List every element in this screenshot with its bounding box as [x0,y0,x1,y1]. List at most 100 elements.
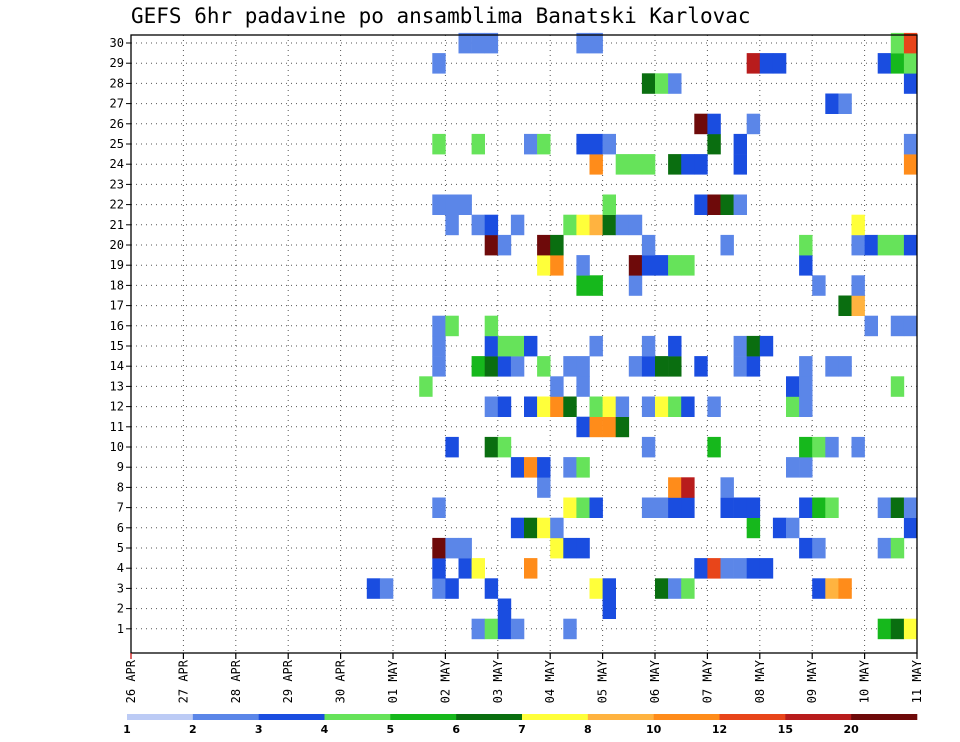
x-tick-label: 27 APR [176,659,190,703]
heatmap-cell [432,537,446,559]
heatmap-cell [615,214,630,236]
heatmap-cell [668,396,682,417]
heatmap-cell [471,214,485,236]
legend-label: 20 [844,723,860,736]
heatmap-cell [458,558,472,579]
heatmap-cell [445,578,459,599]
heatmap-cell [733,194,747,215]
heatmap-cell [524,335,538,357]
heatmap-cell [471,618,485,640]
heatmap-cell [524,517,538,539]
y-tick-label: 24 [110,157,124,171]
heatmap-cell [615,396,630,417]
heatmap-cell [628,356,643,377]
heatmap-cell [641,396,656,417]
y-tick-label: 27 [110,97,124,111]
heatmap-cell [903,32,918,54]
heatmap-cell [550,255,564,276]
heatmap-cell [799,457,813,478]
heatmap-cell [537,457,551,478]
heatmap-cell [589,396,603,417]
legend-label: 3 [255,723,263,736]
heatmap-cell [484,356,499,377]
heatmap-cell [799,436,813,458]
heatmap-cell [432,335,446,357]
heatmap-cell [681,255,695,276]
heatmap-cell [903,315,918,337]
heatmap-cell [628,275,643,296]
legend-swatch [522,714,589,720]
heatmap-cell [720,234,734,256]
y-tick-label: 16 [110,319,124,333]
heatmap-cell [445,214,459,236]
heatmap-cell [746,113,761,135]
heatmap-cell [432,53,446,74]
heatmap-cell [799,376,813,397]
heatmap-cell [668,255,682,276]
heatmap-cell [812,275,826,296]
legend-swatch [587,714,654,720]
legend-swatch [719,714,786,720]
heatmap-cell [681,396,695,417]
heatmap-cell [432,356,446,377]
heatmap-cell [537,133,551,155]
heatmap-cell [550,234,564,256]
heatmap-cell [838,93,852,114]
y-tick-label: 10 [110,440,124,454]
heatmap-cell [890,618,905,640]
y-tick-label: 7 [117,501,124,515]
heatmap-cell [655,396,669,417]
heatmap-cell [903,53,918,74]
heatmap-cell [537,477,551,498]
heatmap-cell [615,154,630,175]
heatmap-cell [641,234,656,256]
heatmap-cell [838,295,852,316]
heatmap-cell [563,457,577,478]
x-tick-label: 08 MAY [753,659,767,703]
heatmap-cell [576,537,590,559]
heatmap-cell [563,356,577,377]
y-tick-label: 28 [110,76,124,90]
y-tick-label: 3 [117,581,124,595]
heatmap-cell [903,618,918,640]
heatmap-cell [641,255,656,276]
heatmap-cell [655,497,669,518]
legend-swatch [324,714,391,720]
heatmap-cell [524,133,538,155]
heatmap-cell [484,315,499,337]
heatmap-cell [799,234,813,256]
heatmap-cell [602,133,616,155]
heatmap-cell [510,618,525,640]
y-tick-label: 9 [117,460,124,474]
y-tick-label: 29 [110,56,124,70]
heatmap-cell [746,558,761,579]
heatmap-cell [812,578,826,599]
heatmap-cell [733,497,747,518]
heatmap-cell [576,416,590,438]
x-tick-label: 10 MAY [858,659,872,703]
heatmap-cell [825,436,839,458]
heatmap-cell [628,255,643,276]
y-tick-label: 30 [110,36,124,50]
heatmap-cell [445,537,459,559]
x-tick-label: 11 MAY [910,659,924,703]
heatmap-cell [484,618,499,640]
y-tick-label: 6 [117,521,124,535]
legend-label: 12 [712,723,727,736]
heatmap-cell [471,558,485,579]
heatmap-cell [890,376,905,397]
x-tick-label: 26 APR [124,659,138,703]
heatmap-cell [432,497,446,518]
heatmap-cell [537,396,551,417]
x-tick-label: 02 MAY [438,659,452,703]
x-tick-label: 09 MAY [805,659,819,703]
heatmap-cell [576,497,590,518]
heatmap-cell [641,154,656,175]
y-tick-label: 20 [110,238,124,252]
heatmap-cell [484,214,499,236]
legend-swatch [127,714,194,720]
heatmap-cell [786,517,800,539]
heatmap-cell [799,396,813,417]
heatmap-cell [733,154,747,175]
